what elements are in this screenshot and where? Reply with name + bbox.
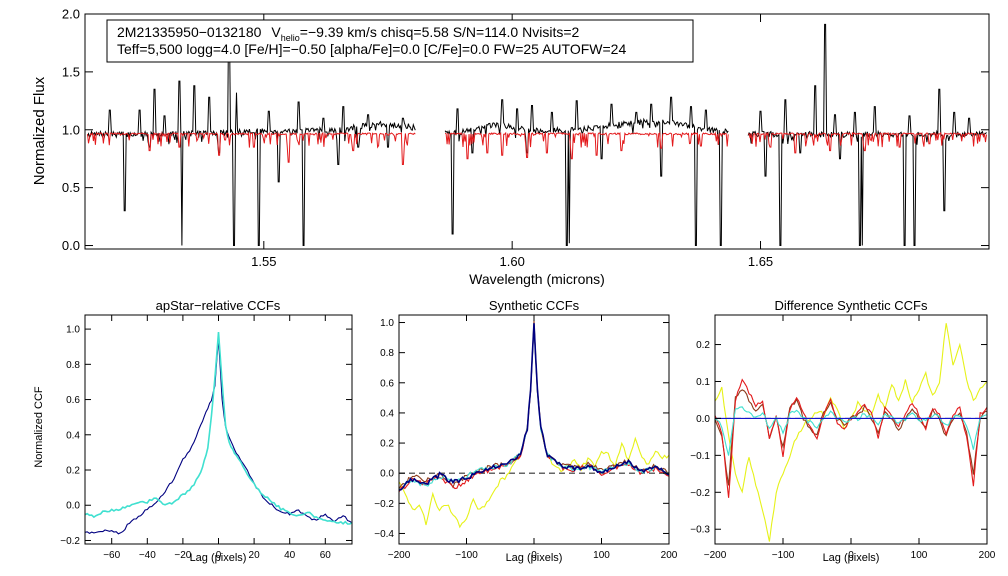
vhelio-subscript: helio [281,33,300,43]
synthetic-series-brown [399,320,669,490]
synthetic-axis-ticks: −200 −100 0 100 200 −0.4 −0.2 0.0 0.2 0.4 0.6 0.8 1.… [374,315,678,561]
difference-y-tick-label: −0.3 [690,525,710,536]
synthetic-plot-area [399,320,669,529]
synthetic-x-tick-label: 200 [661,550,678,561]
apstar-x-tick-label: 20 [249,550,261,561]
apstar-y-tick-label: −0.2 [60,536,80,547]
synthetic-y-tick-label: −0.4 [374,529,394,540]
annotation-line-2: Teff=5,500 logg=4.0 [Fe/H]=−0.50 [alpha/… [117,41,626,57]
difference-series-cyan [715,406,987,456]
synthetic-y-tick-label: 0.2 [380,439,394,450]
spectrum-y-axis-label: Normalized Flux [31,76,48,185]
difference-axis-ticks: −200 −100 0 100 200 −0.3 −0.2 −0.1 0.0 0.1 0.2 [690,315,996,561]
spectrum-axis-ticks: 1.55 1.60 1.65 0.0 0.5 1.0 1.5 2.0 [62,7,989,269]
difference-y-tick-label: 0.2 [696,340,710,351]
fit-stats: =−9.39 km/s chisq=5.58 S/N=114.0 Nvisits… [300,24,580,40]
spectrum-y-tick-label: 1.0 [62,122,80,137]
spectrum-plot-frame [84,13,990,250]
apstar-x-axis-label: Lag (pixels) [190,552,247,564]
synthetic-series-red [399,324,669,493]
apstar-x-tick-label: 60 [320,550,332,561]
spectrum-y-tick-label: 0.0 [62,238,80,253]
synthetic-series-navy [399,323,669,491]
synthetic-ccf-title: Synthetic CCFs [489,298,580,313]
apstar-y-tick-label: 0.4 [66,430,80,441]
apstar-y-tick-label: 0.0 [66,501,80,512]
synthetic-y-tick-label: 1.0 [380,318,394,329]
apstar-plot-area [85,331,352,535]
apstar-y-tick-label: 0.8 [66,360,80,371]
apstar-plot-frame [84,314,353,545]
difference-series-brown [715,389,987,486]
difference-x-tick-label: 0 [848,550,854,561]
spectrum-x-tick-label: 1.55 [251,254,276,269]
spectrum-y-tick-label: 0.5 [62,180,80,195]
synthetic-y-tick-label: 0.6 [380,378,394,389]
apstar-x-tick-label: −20 [174,550,191,561]
annotation-box [106,19,694,63]
apstar-y-tick-label: 0.2 [66,466,80,477]
difference-y-tick-label: 0.1 [696,377,710,388]
spectrum-plot-area [87,23,987,246]
star-id: 2M21335950−0132180 [117,24,262,40]
apstar-series-visit-2 [85,331,352,525]
annotation-line-1: 2M21335950−0132180 Vhelio=−9.39 km/s chis… [117,24,580,43]
apstar-ccf-panel: apStar−relative CCFs −60 −40 −20 0 20 40 60 −0.… [33,298,353,564]
synthetic-y-tick-label: 0.4 [380,408,394,419]
difference-y-tick-label: −0.1 [690,451,710,462]
spectrum-y-tick-label: 2.0 [62,7,80,22]
synthetic-x-tick-label: 0 [531,550,537,561]
spectrum-series-observed [87,23,987,246]
difference-x-tick-label: −200 [704,550,727,561]
synthetic-y-tick-label: 0.0 [380,469,394,480]
spectrum-x-axis-label: Wavelength (microns) [469,271,605,287]
apstar-axis-ticks: −60 −40 −20 0 20 40 60 −0.2 0.0 0.2 0.4 0.6 0.8 1.0 [60,315,352,561]
spectrum-x-tick-label: 1.60 [500,254,525,269]
synthetic-x-tick-label: −100 [455,550,478,561]
apstar-x-tick-label: 40 [284,550,296,561]
apstar-y-tick-label: 0.6 [66,395,80,406]
synthetic-x-tick-label: −200 [388,550,411,561]
spectrum-y-tick-label: 1.5 [62,64,80,79]
difference-x-tick-label: 200 [979,550,996,561]
apstar-y-axis-label: Normalized CCF [33,386,45,468]
difference-y-tick-label: −0.2 [690,488,710,499]
synthetic-y-tick-label: 0.8 [380,348,394,359]
synthetic-series-cyan [399,323,669,491]
apstar-y-tick-label: 1.0 [66,325,80,336]
apstar-x-tick-label: −60 [103,550,120,561]
apstar-x-tick-label: 0 [216,550,222,561]
apstar-series-visit-1 [85,338,352,535]
spectrum-x-tick-label: 1.65 [748,254,773,269]
difference-series-red [715,378,987,498]
synthetic-ccf-panel: Synthetic CCFs −200 −100 0 100 200 −0.4 −0.2 0.… [374,298,678,564]
spectrum-series-model [87,131,987,165]
spectrum-panel: 1.55 1.60 1.65 0.0 0.5 1.0 1.5 2.0 2M21335950−0… [31,7,990,287]
difference-x-tick-label: 100 [911,550,928,561]
difference-ccf-panel: Difference Synthetic CCFs −200 −100 0 100 20… [690,298,996,564]
difference-plot-area [715,323,987,542]
synthetic-y-tick-label: −0.2 [374,499,394,510]
vhelio-symbol: V [271,24,281,40]
difference-x-tick-label: −100 [772,550,795,561]
difference-plot-frame [714,314,988,545]
difference-y-tick-label: 0.0 [696,414,710,425]
apstar-x-tick-label: −40 [139,550,156,561]
apstar-ccf-title: apStar−relative CCFs [156,298,281,313]
difference-x-axis-label: Lag (pixels) [823,552,880,564]
synthetic-x-axis-label: Lag (pixels) [506,552,563,564]
synthetic-series-yellow [399,324,669,529]
difference-ccf-title: Difference Synthetic CCFs [775,298,928,313]
synthetic-x-tick-label: 100 [593,550,610,561]
